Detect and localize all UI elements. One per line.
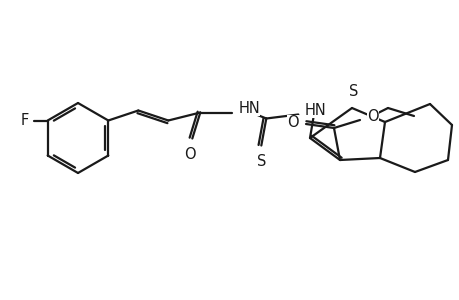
Text: S: S xyxy=(256,154,265,169)
Text: S: S xyxy=(348,84,358,99)
Text: HN: HN xyxy=(238,101,259,116)
Text: HN: HN xyxy=(304,103,325,118)
Text: O: O xyxy=(184,146,196,161)
Text: O: O xyxy=(287,115,298,130)
Text: O: O xyxy=(366,109,378,124)
Text: F: F xyxy=(20,113,28,128)
